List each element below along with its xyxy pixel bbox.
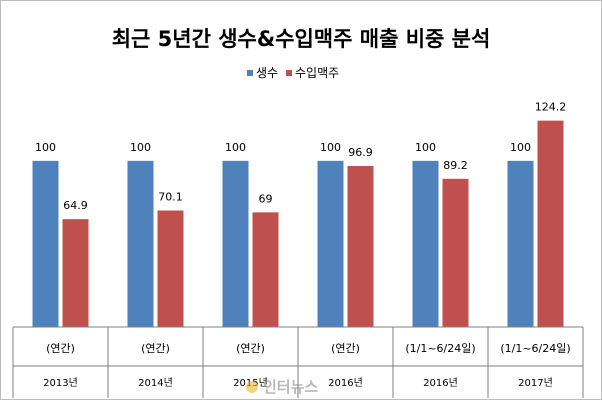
legend-label-0: 생수	[256, 66, 278, 80]
bar-0-3	[317, 160, 344, 327]
bar-1-5	[537, 120, 564, 327]
data-label-1-1: 70.1	[158, 191, 183, 204]
data-label-1-0: 64.9	[63, 199, 88, 212]
bar-1-4	[442, 178, 469, 327]
tick-label-period-4: (1/1~6/24일)	[405, 341, 475, 355]
legend-swatch-1	[286, 70, 292, 76]
data-label-0-4: 100	[415, 141, 436, 154]
bar-1-2	[252, 212, 279, 327]
bar-0-4	[412, 160, 439, 327]
data-label-0-0: 100	[35, 141, 56, 154]
tick-label-period-2: (연간)	[236, 342, 265, 355]
tick-label-period-5: (1/1~6/24일)	[500, 341, 570, 355]
data-label-0-3: 100	[320, 141, 341, 154]
tick-label-period-1: (연간)	[141, 342, 170, 355]
legend: 생수 수입맥주	[247, 66, 339, 80]
chart-title: 최근 5년간 생수&수입맥주 매출 비중 분석	[112, 27, 491, 51]
watermark-logo-icon	[246, 381, 258, 393]
data-label-1-3: 96.9	[348, 146, 373, 159]
tick-label-year-4: 2016년	[423, 377, 458, 389]
legend-swatch-0	[247, 70, 253, 76]
bar-0-2	[222, 160, 249, 327]
data-label-1-4: 89.2	[443, 159, 468, 172]
data-label-0-2: 100	[225, 141, 246, 154]
tick-label-year-1: 2014년	[138, 377, 173, 389]
bars: 100 64.9 100 70.1 100 69 100 96.9 100 89.2 100 124.…	[32, 101, 567, 327]
watermark: 인터뉴스	[246, 378, 318, 396]
tick-label-year-5: 2017년	[518, 377, 553, 389]
watermark-text: 인터뉴스	[263, 378, 318, 396]
bar-0-0	[32, 160, 59, 327]
tick-label-period-3: (연간)	[331, 342, 360, 355]
data-label-0-1: 100	[130, 141, 151, 154]
bar-1-1	[157, 210, 184, 327]
data-label-1-5: 124.2	[535, 101, 567, 114]
tick-label-period-0: (연간)	[46, 342, 75, 355]
data-label-0-5: 100	[510, 141, 531, 154]
bar-0-5	[507, 160, 534, 327]
tick-label-year-0: 2013년	[43, 377, 78, 389]
bar-1-0	[62, 219, 89, 327]
data-label-1-2: 69	[259, 192, 273, 205]
tick-label-year-3: 2016년	[328, 377, 363, 389]
legend-label-1: 수입맥주	[295, 66, 339, 80]
bar-0-1	[127, 160, 154, 327]
bar-1-3	[347, 165, 374, 327]
